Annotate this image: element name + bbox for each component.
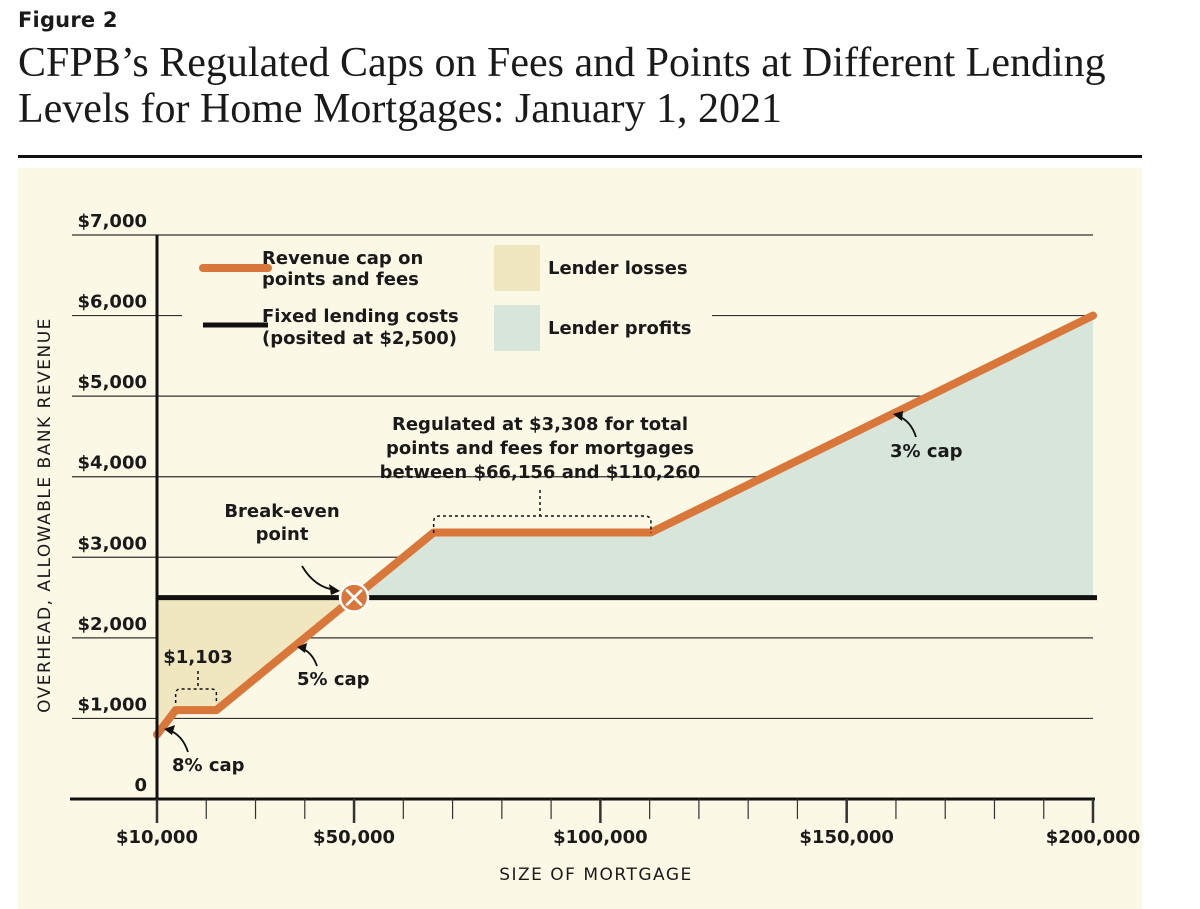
break-even-x-icon [345,589,363,606]
legend-profits-label: Lender profits [548,318,692,339]
x-tick-label-10000: $10,000 [116,827,198,848]
cap5-arrowhead-icon [297,643,307,653]
y-tick-label-7000: $7,000 [78,211,147,232]
y-tick-label-2000: $2,000 [78,614,147,635]
series-lines [153,311,1097,739]
flat-small-bracket [174,688,218,703]
regulated-label: Regulated at $3,308 for total points and … [380,414,701,483]
legend-cap-label: Revenue cap on points and fees [262,248,423,290]
y-axis-title: OVERHEAD, ALLOWABLE BANK REVENUE [35,317,55,713]
cap8-label: 8% cap [172,755,245,776]
axes [70,235,1095,823]
y-tick-label-3000: $3,000 [78,533,147,554]
x-tick-label-100000: $100,000 [553,827,648,848]
legend-profits-swatch [494,305,540,351]
figure-label: Figure 2 [18,8,118,32]
legend-losses-swatch [494,245,540,291]
cap5-label: 5% cap [297,669,370,690]
x-axis-title: SIZE OF MORTGAGE [499,865,693,885]
lender-profits-area [354,315,1094,598]
annotations: Break-even point Regulated at $3,308 for t… [163,411,963,776]
regulated-bracket [432,515,652,533]
cap8-arrowhead-icon [164,725,175,735]
x-tick-label-200000: $200,000 [1046,827,1141,848]
y-tick-label-5000: $5,000 [78,372,147,393]
lender-losses-area [157,597,355,735]
legend-fixed-label: Fixed lending costs (posited at $2,500) [262,306,459,349]
y-tick-label-0: 0 [134,775,147,796]
legend-background [182,240,712,358]
x-tick-label-150000: $150,000 [799,827,894,848]
cap3-label: 3% cap [890,441,963,462]
y-tick-label-4000: $4,000 [78,453,147,474]
legend-losses-label: Lender losses [548,258,688,279]
y-tick-label-1000: $1,000 [78,694,147,715]
tick-labels: 0 $1,000 $2,000 $3,000 $4,000 $5,000 $6,000 $7,… [35,211,1140,885]
legend: Revenue cap on points and fees Fixed lendi… [182,240,712,358]
y-tick-label-6000: $6,000 [78,292,147,313]
cap3-arrowhead-icon [893,411,903,421]
areas [157,315,1094,735]
break-even-arrowhead-icon [329,584,340,595]
title-divider [18,155,1142,158]
break-even-label: Break-even point [224,501,339,545]
chart-title: CFPB’s Regulated Caps on Fees and Points… [18,40,1106,132]
x-tick-label-50000: $50,000 [313,827,395,848]
flat-small-label: $1,103 [163,647,232,668]
